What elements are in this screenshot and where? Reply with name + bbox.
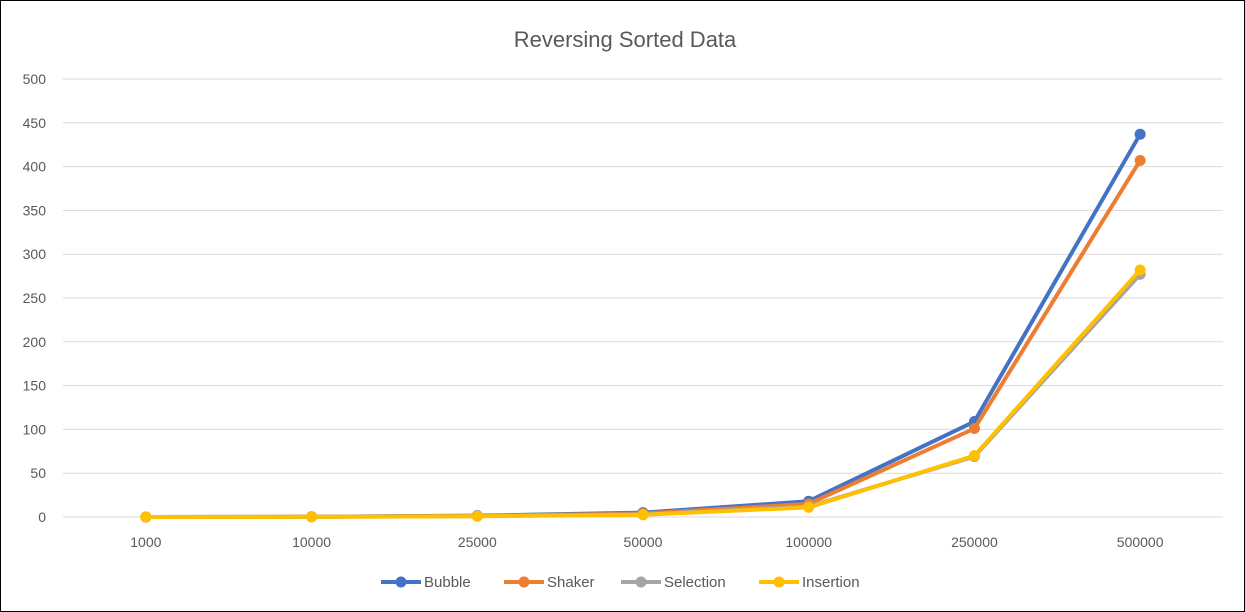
series-line-bubble (143, 132, 1143, 519)
y-tick-label: 200 (23, 334, 47, 350)
data-point-insertion (306, 511, 318, 523)
data-point-insertion (1134, 264, 1146, 276)
x-tick-label: 10000 (292, 534, 331, 550)
legend-marker-shaker (518, 576, 530, 588)
y-axis-ticks: 0 50 100 150 200 250 300 350 400 450 500 (23, 71, 47, 525)
legend-marker-bubble (395, 576, 407, 588)
legend-label-selection: Selection (664, 574, 726, 591)
legend: Bubble Shaker Selection Insertion (381, 574, 860, 591)
x-tick-label: 250000 (951, 534, 998, 550)
legend-marker-insertion (773, 576, 785, 588)
x-tick-label: 25000 (458, 534, 497, 550)
data-point-shaker (1134, 154, 1146, 166)
data-point-insertion (471, 510, 483, 522)
y-tick-label: 250 (23, 290, 47, 306)
x-tick-label: 50000 (624, 534, 663, 550)
y-tick-label: 450 (23, 115, 47, 131)
x-tick-label: 100000 (785, 534, 832, 550)
series-insertion (140, 264, 1146, 523)
gridlines (63, 78, 1223, 518)
x-tick-label: 500000 (1117, 534, 1164, 550)
series-bubble (140, 128, 1146, 523)
legend-marker-selection (635, 576, 647, 588)
series-line-shaker (143, 158, 1143, 519)
data-point-insertion (637, 509, 649, 521)
legend-item-shaker: Shaker (504, 574, 595, 591)
y-tick-label: 50 (30, 465, 46, 481)
y-tick-label: 500 (23, 71, 47, 87)
y-tick-label: 300 (23, 246, 47, 262)
data-point-insertion (968, 450, 980, 462)
legend-item-selection: Selection (621, 574, 726, 591)
y-tick-label: 400 (23, 159, 47, 175)
y-tick-label: 150 (23, 378, 47, 394)
legend-label-shaker: Shaker (547, 574, 595, 591)
series-lines (140, 128, 1146, 523)
legend-item-bubble: Bubble (381, 574, 471, 591)
legend-label-insertion: Insertion (802, 574, 860, 591)
y-tick-label: 350 (23, 202, 47, 218)
y-tick-label: 100 (23, 421, 47, 437)
data-point-bubble (1134, 128, 1146, 140)
data-point-shaker (968, 423, 980, 435)
y-tick-label: 0 (38, 509, 46, 525)
legend-label-bubble: Bubble (424, 574, 471, 591)
data-point-insertion (140, 511, 152, 523)
legend-item-insertion: Insertion (759, 574, 860, 591)
chart-title: Reversing Sorted Data (514, 27, 737, 52)
data-point-insertion (803, 501, 815, 513)
x-axis-ticks: 1000 10000 25000 50000 100000 250000 500000 (130, 534, 1163, 550)
x-tick-label: 1000 (130, 534, 161, 550)
